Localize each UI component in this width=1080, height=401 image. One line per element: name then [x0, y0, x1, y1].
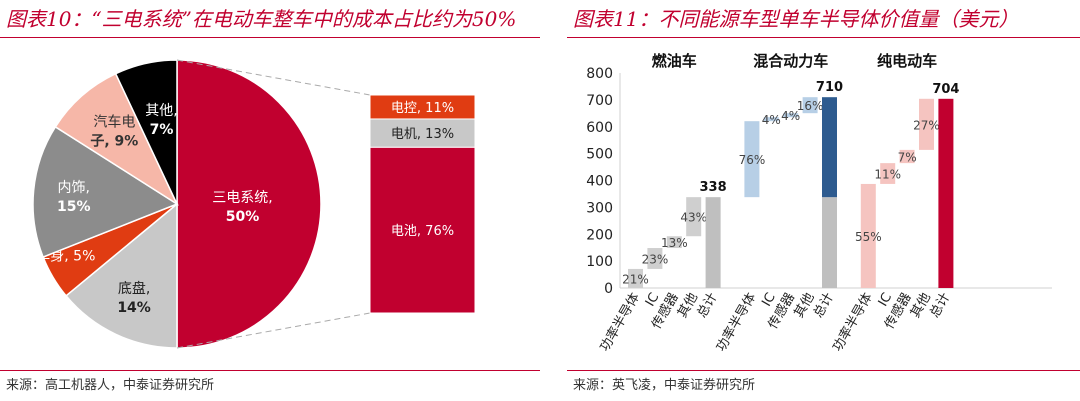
- bar-pct-label: 16%: [797, 99, 824, 113]
- total-bar: [822, 97, 837, 198]
- x-category-label: 功率半导体: [597, 290, 643, 354]
- total-value-label: 710: [816, 80, 843, 95]
- waterfall-chart: 010020030040050060070080021%功率半导体23%IC13…: [586, 52, 1052, 354]
- bar-pct-label: 76%: [739, 153, 766, 167]
- bar-pct-label: 13%: [661, 236, 688, 250]
- waterfall-bar: [744, 121, 760, 198]
- pie-slice-label: 内饰,: [58, 180, 90, 196]
- group-header: 混合动力车: [753, 52, 828, 70]
- group-header: 燃油车: [652, 52, 697, 70]
- pie-slice-label: 三电系统,: [212, 190, 272, 206]
- y-tick-label: 700: [586, 93, 613, 109]
- y-tick-label: 300: [586, 200, 613, 216]
- bar-pct-label: 21%: [622, 272, 649, 286]
- breakdown-bar: [369, 146, 476, 314]
- x-category-label: 功率半导体: [829, 290, 875, 354]
- title-rule: [567, 37, 1080, 38]
- source-rule: [567, 370, 1080, 371]
- pie-slice-label: 其他,: [145, 103, 177, 119]
- breakdown-bar: [369, 118, 476, 148]
- breakdown-label: 电控, 11%: [391, 101, 454, 116]
- x-category-label: 其他: [908, 291, 934, 321]
- total-value-label: 704: [932, 82, 959, 97]
- pie-slice-percent: 50%: [226, 209, 260, 225]
- breakdown-label: 电机, 13%: [391, 127, 454, 142]
- pie-slice: [64, 202, 178, 349]
- pie-slice-percent: 14%: [117, 300, 151, 316]
- y-tick-label: 0: [604, 281, 613, 297]
- pie-slice: [176, 59, 322, 349]
- waterfall-bar: [899, 149, 915, 164]
- pie-chart-source: 来源：高工机器人，中泰证券研究所: [6, 378, 215, 393]
- y-tick-label: 500: [586, 147, 613, 163]
- waterfall-bar: [802, 97, 818, 114]
- waterfall-chart-panel: 图表11：不同能源车型单车半导体价值量（美元） 0 100 200 300 400 500…: [567, 0, 1080, 401]
- waterfall-bar: [783, 113, 799, 118]
- waterfall-bar: [880, 163, 896, 184]
- source-rule: [0, 370, 540, 371]
- y-tick-label: 800: [586, 66, 613, 82]
- connector-line: [176, 59, 371, 96]
- total-value-label: 338: [700, 180, 727, 195]
- bar-pct-label: 4%: [781, 109, 800, 123]
- x-category-label: 总计: [811, 291, 837, 321]
- x-category-label: 其他: [675, 291, 701, 321]
- y-tick-label: 100: [586, 254, 613, 270]
- waterfall-bar: [628, 268, 643, 288]
- total-bar-base: [822, 197, 837, 288]
- x-category-label: 总计: [927, 291, 953, 321]
- group-header: 纯电动车: [877, 52, 937, 70]
- bar-pct-label: 23%: [642, 252, 669, 266]
- pie-chart-panel: 图表10：“三电系统”在电动车整车中的成本占比约为50% 三电系统, 50% 底盘,…: [0, 7, 540, 393]
- pie-slice-percent: 15%: [57, 199, 91, 215]
- pie-slice: [114, 59, 178, 205]
- bar-pct-label: 43%: [680, 211, 707, 225]
- waterfall-bar: [860, 183, 876, 288]
- waterfall-bar: [666, 236, 682, 249]
- connector-line: [176, 312, 371, 349]
- pie-slice-percent: 子, 9%: [90, 133, 138, 149]
- x-category-label: 功率半导体: [713, 290, 759, 354]
- bar-pct-label: 7%: [898, 151, 917, 165]
- waterfall-bar: [763, 117, 779, 122]
- y-tick-label: 200: [586, 227, 613, 243]
- waterfall-chart-source: 来源：英飞凌，中泰证券研究所: [573, 378, 756, 393]
- total-bar: [938, 98, 954, 288]
- waterfall-bar: [919, 98, 934, 150]
- waterfall-chart-title: 图表11：不同能源车型单车半导体价值量（美元）: [573, 7, 1019, 31]
- x-category-label: 其他: [792, 291, 818, 321]
- pie-slice: [54, 72, 179, 207]
- bar-pct-label: 11%: [874, 168, 901, 182]
- pie-chart-title: 图表10：“三电系统”在电动车整车中的成本占比约为50%: [6, 7, 517, 31]
- pie-slice-label: 底盘,: [118, 280, 150, 297]
- y-tick-label: 400: [586, 174, 613, 190]
- y-tick-label: 600: [586, 120, 613, 136]
- waterfall-bar: [686, 197, 702, 237]
- x-category-label: 总计: [695, 291, 721, 321]
- bar-pct-label: 55%: [855, 230, 882, 244]
- breakdown-label: 电池, 76%: [391, 224, 454, 239]
- bar-pct-label: 27%: [913, 118, 940, 132]
- waterfall-bar: [647, 248, 663, 269]
- title-rule: [0, 37, 540, 38]
- total-bar: [705, 197, 721, 288]
- bar-pct-label: 4%: [762, 113, 781, 127]
- pie-slice-label: 汽车电: [93, 113, 135, 130]
- pie-slice: [32, 125, 179, 258]
- pie-slice-percent: 7%: [150, 122, 174, 138]
